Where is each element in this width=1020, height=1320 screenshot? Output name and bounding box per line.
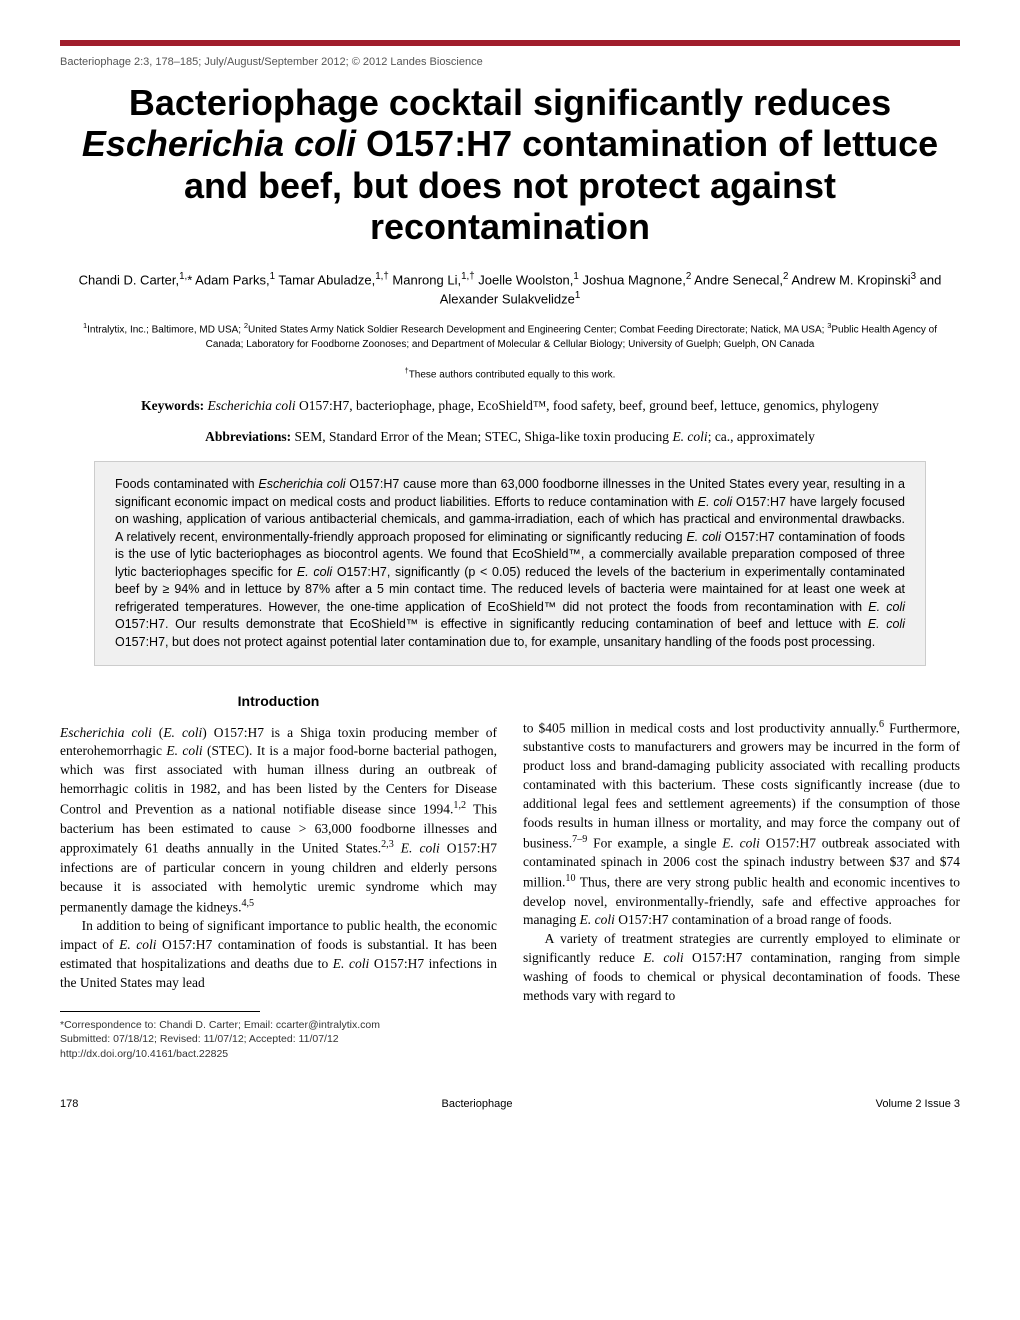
footnote-rule bbox=[60, 1011, 260, 1012]
intro-paragraph-3: to $405 million in medical costs and los… bbox=[523, 718, 960, 930]
abbreviations-block: Abbreviations: SEM, Standard Error of th… bbox=[60, 427, 960, 447]
citation-line: Bacteriophage 2:3, 178–185; July/August/… bbox=[60, 50, 960, 82]
left-column: Introduction Escherichia coli (E. coli) … bbox=[60, 692, 497, 1062]
right-column: to $405 million in medical costs and los… bbox=[523, 692, 960, 1062]
author-list: Chandi D. Carter,1,* Adam Parks,1 Tamar … bbox=[60, 270, 960, 310]
abstract-box: Foods contaminated with Escherichia coli… bbox=[94, 461, 926, 666]
header-accent-rule bbox=[60, 40, 960, 46]
equal-contribution-note: †These authors contributed equally to th… bbox=[60, 366, 960, 380]
introduction-heading: Introduction bbox=[60, 692, 497, 712]
intro-paragraph-1: Escherichia coli (E. coli) O157:H7 is a … bbox=[60, 724, 497, 917]
affiliations: 1Intralytix, Inc.; Baltimore, MD USA; 2U… bbox=[60, 321, 960, 351]
keywords-text: Escherichia coli O157:H7, bacteriophage,… bbox=[204, 398, 879, 413]
correspondence-footnote: *Correspondence to: Chandi D. Carter; Em… bbox=[60, 1018, 497, 1062]
intro-paragraph-2: In addition to being of significant impo… bbox=[60, 917, 497, 993]
abbreviations-label: Abbreviations: bbox=[205, 429, 291, 444]
footer-page-number: 178 bbox=[60, 1098, 78, 1110]
keywords-block: Keywords: Escherichia coli O157:H7, bact… bbox=[60, 396, 960, 416]
footer-volume: Volume 2 Issue 3 bbox=[876, 1098, 960, 1110]
article-title: Bacteriophage cocktail significantly red… bbox=[60, 82, 960, 248]
footer-journal: Bacteriophage bbox=[442, 1098, 513, 1110]
page-footer: 178 Bacteriophage Volume 2 Issue 3 bbox=[60, 1098, 960, 1110]
keywords-label: Keywords: bbox=[141, 398, 204, 413]
intro-paragraph-4: A variety of treatment strategies are cu… bbox=[523, 930, 960, 1006]
abbreviations-text: SEM, Standard Error of the Mean; STEC, S… bbox=[291, 429, 815, 444]
body-columns: Introduction Escherichia coli (E. coli) … bbox=[60, 692, 960, 1062]
